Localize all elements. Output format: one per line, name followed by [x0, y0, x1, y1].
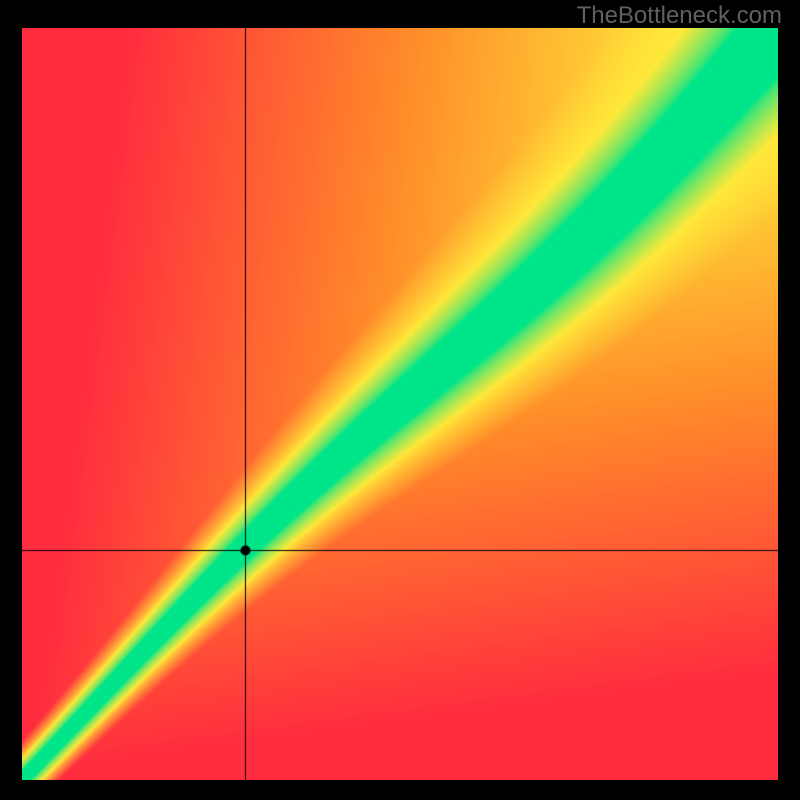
chart-container: TheBottleneck.com [0, 0, 800, 800]
heatmap-plot [22, 28, 778, 780]
heatmap-canvas [22, 28, 778, 780]
watermark-text: TheBottleneck.com [577, 2, 782, 30]
